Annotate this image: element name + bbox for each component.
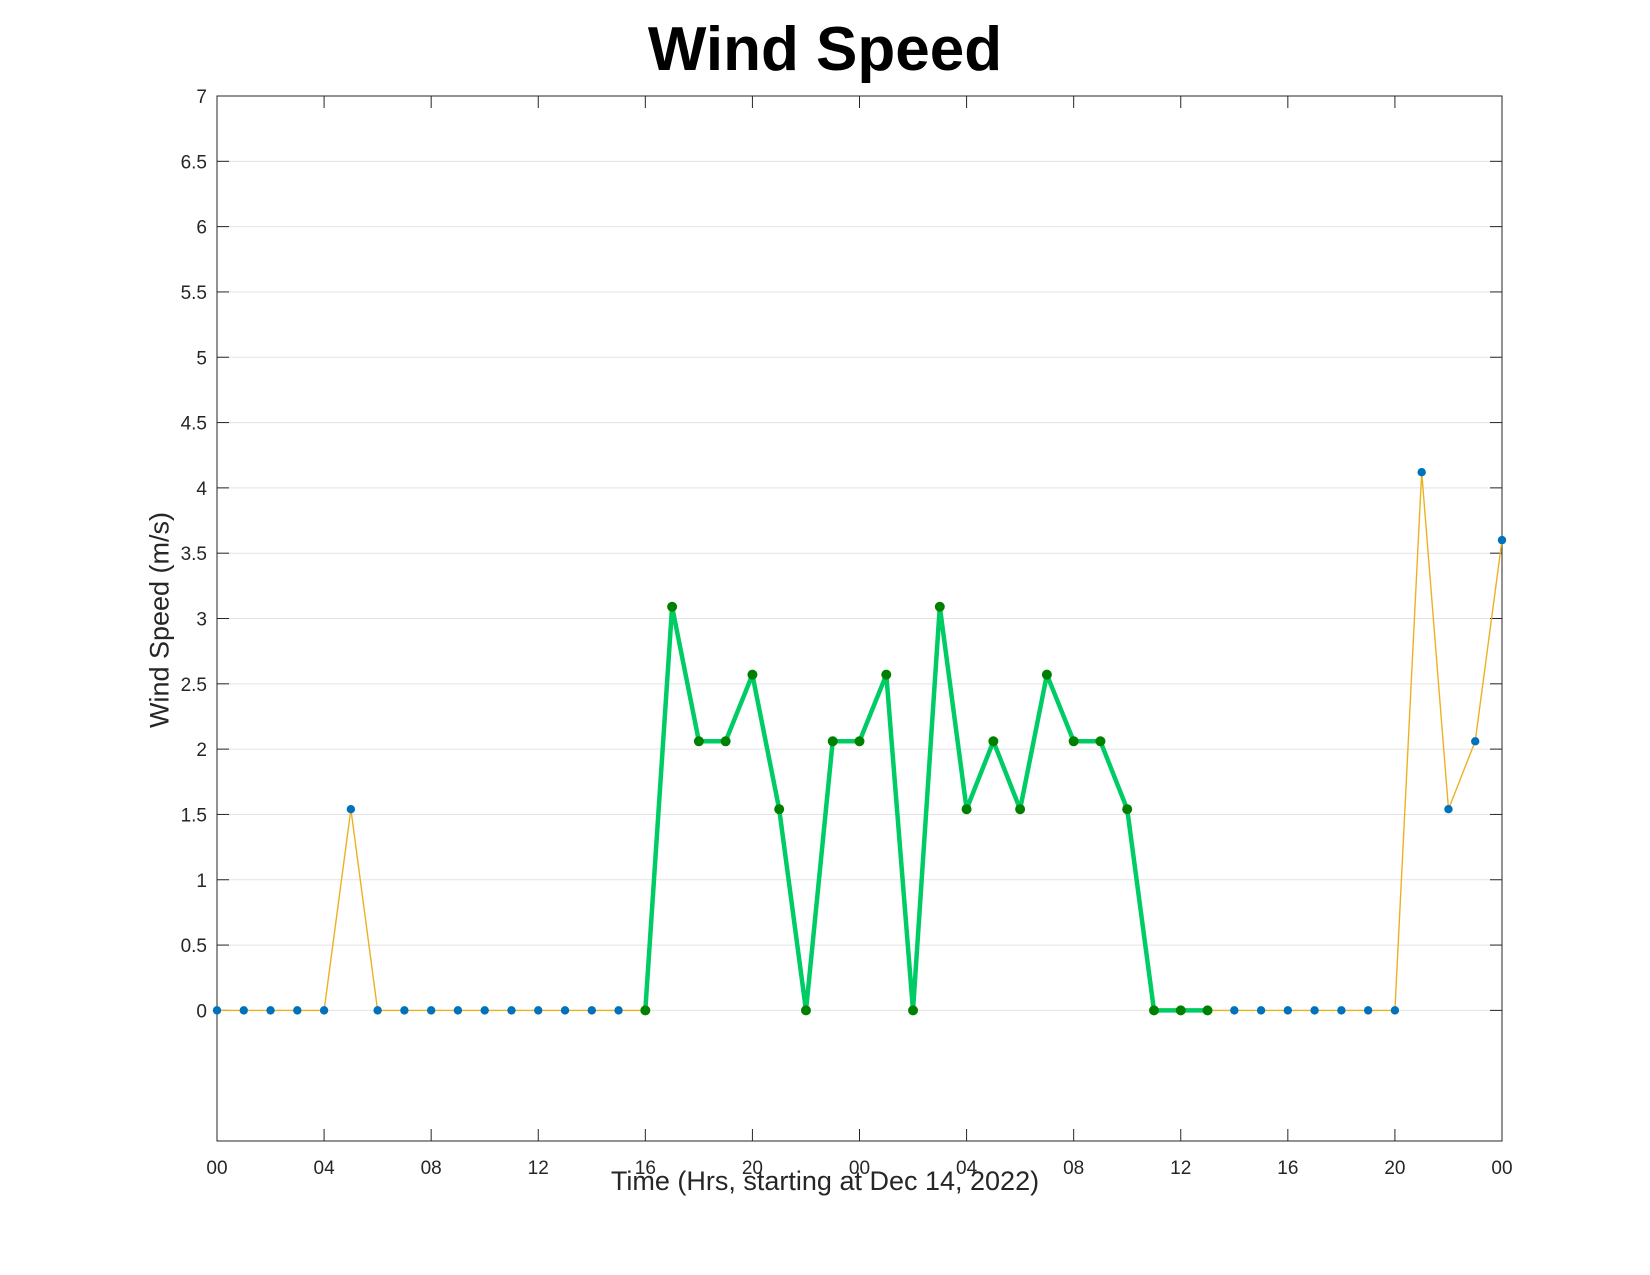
series-2-point	[720, 736, 731, 747]
series-1-point	[1256, 1006, 1266, 1015]
series-2-point	[1175, 1005, 1186, 1016]
x-tick-label: 12	[528, 1158, 549, 1179]
series-2-point	[934, 601, 945, 612]
y-tick-label: 3.5	[181, 544, 207, 565]
y-tick-label: 2.5	[181, 675, 207, 696]
series-2-point	[1068, 736, 1079, 747]
x-tick-label: 00	[206, 1158, 227, 1179]
series-1-point	[373, 1006, 382, 1015]
series-1-point	[507, 1006, 516, 1015]
y-axis-label: Wind Speed (m/s)	[144, 511, 175, 729]
x-tick-label: 20	[742, 1158, 763, 1179]
y-tick-label: 6	[196, 218, 207, 239]
series-layer	[212, 468, 1507, 1016]
series-1-point	[239, 1006, 248, 1015]
series-2-point	[988, 736, 999, 747]
series-2-point	[800, 1005, 811, 1016]
series-1-point	[212, 1006, 222, 1015]
grid-lines	[217, 95, 1502, 1011]
x-tick-label: 08	[421, 1158, 442, 1179]
series-2-point	[1095, 736, 1106, 747]
x-tick-label: 12	[1170, 1158, 1191, 1179]
y-tick-label: 2	[196, 740, 207, 761]
series-1-point	[1444, 805, 1453, 814]
series-2-point	[908, 1005, 919, 1016]
y-tick-label: 3	[196, 610, 207, 631]
series-1-point	[266, 1006, 275, 1015]
series-1-point	[1390, 1006, 1400, 1015]
series-2-point	[827, 736, 838, 747]
series-1-point	[400, 1006, 409, 1015]
y-tick-label: 0.5	[181, 936, 207, 957]
series-1-point	[426, 1006, 436, 1015]
series-2-point	[774, 804, 785, 815]
series-2-point	[747, 669, 758, 680]
series-1-point	[587, 1006, 596, 1015]
series-2-point	[1202, 1005, 1213, 1016]
series-1-point	[1363, 1006, 1373, 1015]
series-1-point	[1310, 1006, 1319, 1015]
series-2-point	[1041, 669, 1052, 680]
series-2-line	[643, 604, 1208, 1013]
series-2-point	[667, 601, 678, 612]
y-tick-label: 4	[196, 479, 207, 500]
x-tick-label: 04	[956, 1158, 978, 1179]
y-tick-label: 5	[196, 348, 207, 369]
series-1-point	[1230, 1006, 1239, 1015]
x-tick-label: 00	[849, 1158, 870, 1179]
x-tick-label: 04	[314, 1158, 336, 1179]
y-tick-label: 7	[196, 87, 207, 108]
x-tick-label: 00	[1491, 1158, 1512, 1179]
y-tick-label: 4.5	[181, 414, 207, 435]
x-tick-label: 08	[1063, 1158, 1084, 1179]
series-2-point	[1148, 1005, 1159, 1016]
series-2-point	[961, 804, 972, 815]
y-tick-label: 5.5	[181, 283, 207, 304]
y-tick-label: 6.5	[181, 152, 207, 173]
series-1-point	[319, 1006, 329, 1015]
axis-ticks: 0 0.5 1 1.5 2 2.5 3 3.5 4 4.5 5 5.5 6 6.5 7 00 04 08 12 16 2…	[181, 87, 1513, 1179]
series-1-point	[1497, 535, 1507, 545]
series-1-point	[1417, 468, 1426, 477]
series-1-point	[1337, 1006, 1346, 1015]
x-tick-label: 16	[635, 1158, 656, 1179]
series-2-point	[881, 669, 892, 680]
series-1-point	[453, 1006, 463, 1015]
x-axis-label: Time (Hrs, starting at Dec 14, 2022)	[610, 1166, 1040, 1196]
chart-title: Wind Speed	[647, 15, 1003, 84]
series-1-point	[534, 1006, 543, 1015]
series-1-point	[560, 1006, 570, 1015]
series-1-point	[480, 1006, 489, 1015]
x-tick-label: 20	[1384, 1158, 1405, 1179]
series-2-point	[1122, 804, 1133, 815]
series-1-point	[346, 805, 356, 814]
y-tick-label: 1.5	[181, 805, 207, 826]
series-1-point	[1283, 1006, 1293, 1015]
series-2-point	[640, 1005, 651, 1016]
x-tick-label: 16	[1277, 1158, 1298, 1179]
series-1-point	[1471, 737, 1480, 746]
series-1-point	[614, 1006, 623, 1015]
series-2-point	[1015, 804, 1026, 815]
y-tick-label: 1	[196, 871, 207, 892]
series-2-point	[854, 736, 865, 747]
series-2-point	[693, 736, 704, 747]
series-1-point	[293, 1006, 302, 1015]
y-tick-label: 0	[196, 1001, 207, 1022]
